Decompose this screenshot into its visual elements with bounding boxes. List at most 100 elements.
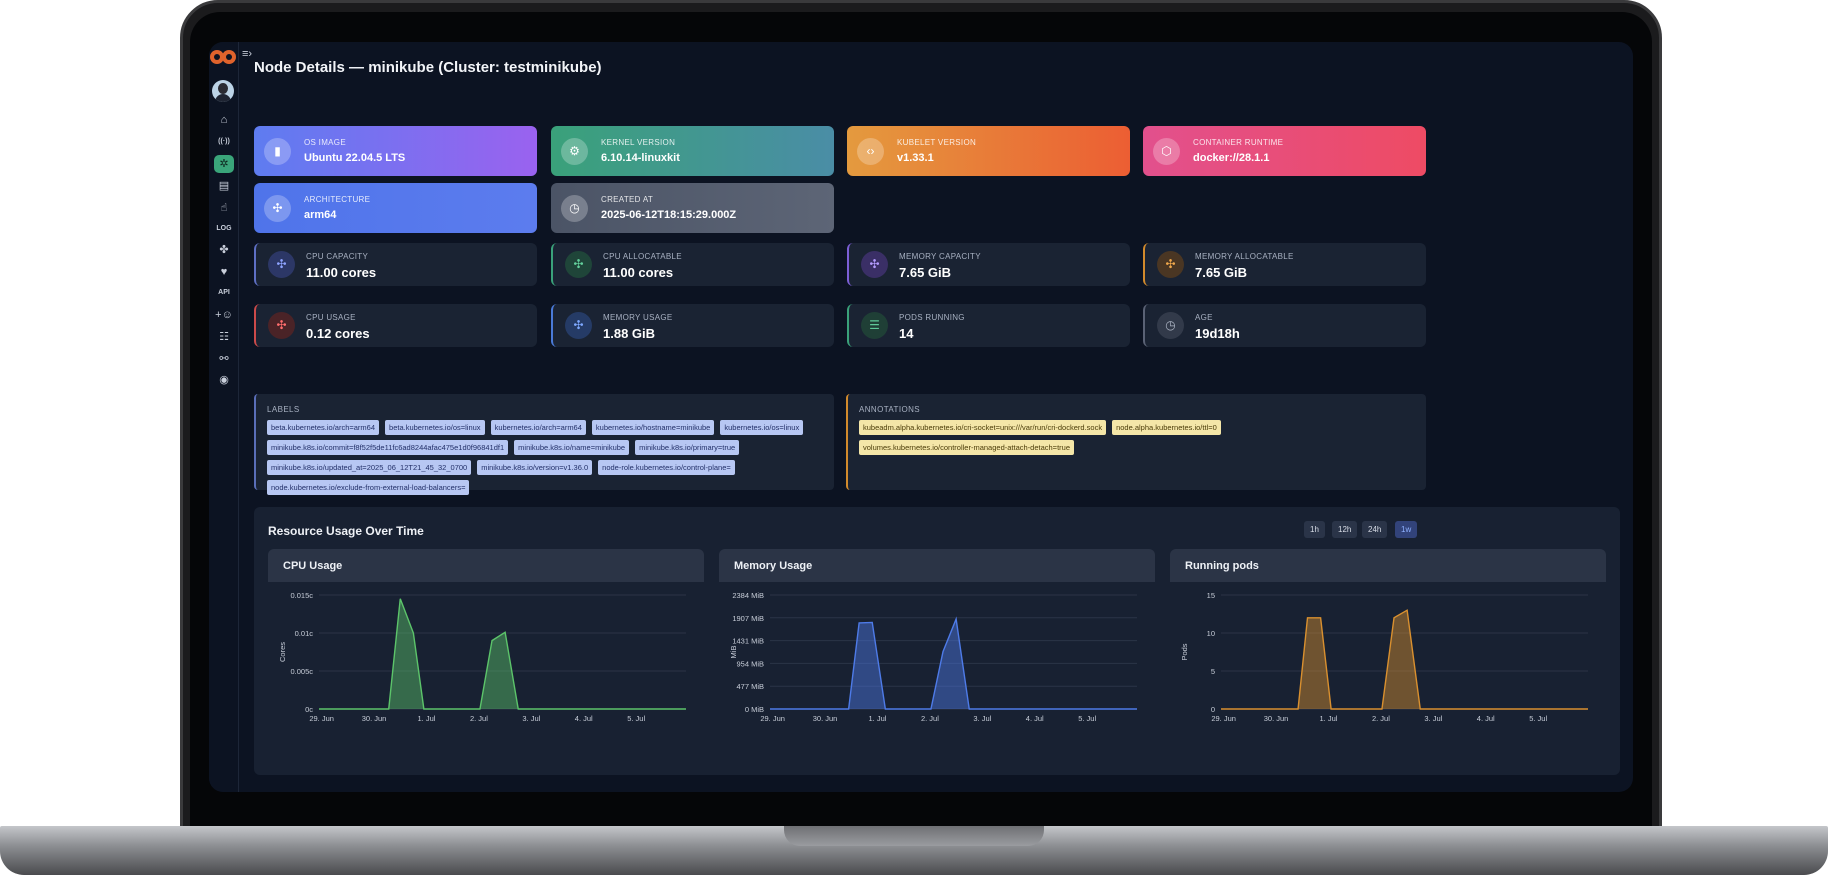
stat-card-label: MEMORY ALLOCATABLE [1195,252,1294,261]
x-tick-label: 2. Jul [470,714,488,723]
palette-icon[interactable]: ◉ [219,374,229,386]
memory-usage-chart: Memory Usage 0 MiB 477 MiB 954 MiB 1431 MiB… [719,549,1155,761]
cpu-icon: ✣ [565,251,592,278]
stat-card-memory-allocatable: ✣ MEMORY ALLOCATABLE 7.65 GiB [1143,243,1426,286]
memory-icon: ✣ [1157,251,1184,278]
x-tick-label: 5. Jul [1529,714,1547,723]
annotation-tag: node.alpha.kubernetes.io/ttl=0 [1112,420,1221,435]
labels-panel: LABELS beta.kubernetes.io/arch=arm64 beta… [254,394,834,495]
app-logo-icon[interactable] [209,48,238,66]
stat-card-value: 19d18h [1195,326,1240,341]
stat-card-value: 11.00 cores [603,265,674,280]
annotations-title: ANNOTATIONS [859,405,920,414]
code-icon: ‹› [857,138,884,165]
clock-icon: ◷ [561,195,588,222]
x-tick-label: 1. Jul [1320,714,1338,723]
label-tag: kubernetes.io/os=linux [720,420,804,435]
info-card-kernel-version: ⚙ KERNEL VERSION 6.10.14-linuxkit [551,126,834,176]
x-tick-label: 29. Jun [760,714,785,723]
stat-card-label: CPU ALLOCATABLE [603,252,682,261]
app-screen: ⌂ ((·)) ✲ ▤ ☝ LOG ✤ ♥ API +☺ ☷ ⚯ ◉ ≡› Node Details —… [209,42,1633,792]
info-card-container-runtime: ⬡ CONTAINER RUNTIME docker://28.1.1 [1143,126,1426,176]
home-icon[interactable]: ⌂ [220,114,228,126]
x-tick-label: 29. Jun [1211,714,1236,723]
label-tag: beta.kubernetes.io/arch=arm64 [267,420,380,435]
y-tick-label: 10 [1207,629,1215,638]
stat-card-cpu-allocatable: ✣ CPU ALLOCATABLE 11.00 cores [551,243,834,286]
x-tick-label: 3. Jul [1424,714,1442,723]
pointer-icon[interactable]: ☝ [220,202,228,214]
broadcast-icon[interactable]: ((·)) [218,138,230,145]
info-card-label: ARCHITECTURE [304,195,371,204]
main-content: Node Details — minikube (Cluster: testmi… [254,42,1633,792]
avatar[interactable] [212,80,234,102]
label-tag: kubernetes.io/hostname=minikube [591,420,715,435]
series-line [319,598,686,710]
stat-card-label: CPU CAPACITY [306,252,369,261]
cpu-icon: ✣ [268,312,295,339]
user-list-icon[interactable]: ☷ [219,331,229,343]
server-icon: ▮ [264,138,291,165]
y-tick-label: 15 [1207,591,1215,600]
range-button-1w[interactable]: 1w [1395,521,1418,538]
cpu-icon: ✣ [264,195,291,222]
x-tick-label: 5. Jul [1078,714,1096,723]
series-area [1221,610,1588,709]
annotation-tag: kubeadm.alpha.kubernetes.io/cri-socket=u… [859,420,1107,435]
stat-card-pods-running: ☰ PODS RUNNING 14 [847,304,1130,347]
api-icon[interactable]: API [218,289,230,296]
info-card-kubelet-version: ‹› KUBELET VERSION v1.33.1 [847,126,1130,176]
stat-card-memory-capacity: ✣ MEMORY CAPACITY 7.65 GiB [847,243,1130,286]
x-tick-label: 4. Jul [575,714,593,723]
webhook-icon[interactable]: ⚯ [219,353,229,365]
x-tick-label: 2. Jul [921,714,939,723]
range-button-12h[interactable]: 12h [1332,521,1358,538]
laptop-notch [784,826,1044,846]
info-card-architecture: ✣ ARCHITECTURE arm64 [254,183,537,233]
stat-card-value: 0.12 cores [306,326,370,341]
x-tick-label: 1. Jul [869,714,887,723]
label-tag: minikube.k8s.io/commit=f8f52f5de11fc6ad8… [267,440,509,455]
chip-icon: ⚙ [561,138,588,165]
x-tick-label: 30. Jun [362,714,387,723]
sidebar-toggle-icon[interactable]: ≡› [242,48,253,60]
dashboard-icon[interactable]: ▤ [218,180,230,192]
y-tick-label: 0 [1211,705,1215,714]
label-tag: minikube.k8s.io/version=v1.36.0 [477,460,593,475]
cpu-icon: ✣ [268,251,295,278]
cluster-icon[interactable]: ✲ [214,155,234,173]
add-user-icon[interactable]: +☺ [215,309,233,321]
stat-card-value: 11.00 cores [306,265,377,280]
heartbeat-icon[interactable]: ♥ [220,266,228,278]
clock-icon: ◷ [1157,312,1184,339]
range-button-1h[interactable]: 1h [1304,521,1325,538]
stat-card-label: CPU USAGE [306,313,356,322]
cpu-usage-chart: CPU Usage 0c 0.005c 0.01c 0.015c 29. Jun 30. … [268,549,704,761]
log-icon[interactable]: LOG [216,225,232,232]
info-card-value: v1.33.1 [897,152,934,164]
info-card-label: OS IMAGE [304,138,346,147]
label-tag: minikube.k8s.io/updated_at=2025_06_12T21… [267,460,472,475]
puzzle-icon[interactable]: ✤ [219,244,229,256]
info-card-label: CREATED AT [601,195,654,204]
info-card-label: KUBELET VERSION [897,138,977,147]
resource-usage-section: Resource Usage Over Time 1h 12h 24h 1w CPU … [254,507,1620,775]
y-tick-label: 0.015c [290,591,313,600]
chart-title: CPU Usage [283,560,343,572]
stat-card-memory-usage: ✣ MEMORY USAGE 1.88 GiB [551,304,834,347]
series-area [770,619,1137,709]
annotation-tag: volumes.kubernetes.io/controller-managed… [859,440,1074,455]
stat-card-value: 14 [899,326,914,341]
annotations-panel: ANNOTATIONS kubeadm.alpha.kubernetes.io/… [846,394,1426,490]
stat-card-value: 7.65 GiB [899,265,952,280]
info-card-value: docker://28.1.1 [1193,152,1270,164]
info-card-value: 6.10.14-linuxkit [601,152,680,164]
chart-title: Running pods [1185,560,1259,572]
stat-card-age: ◷ AGE 19d18h [1143,304,1426,347]
stat-card-label: MEMORY CAPACITY [899,252,981,261]
y-axis-label: Cores [278,642,287,662]
y-axis-label: MiB [729,646,738,659]
y-tick-label: 1907 MiB [732,614,764,623]
range-button-24h[interactable]: 24h [1362,521,1388,538]
